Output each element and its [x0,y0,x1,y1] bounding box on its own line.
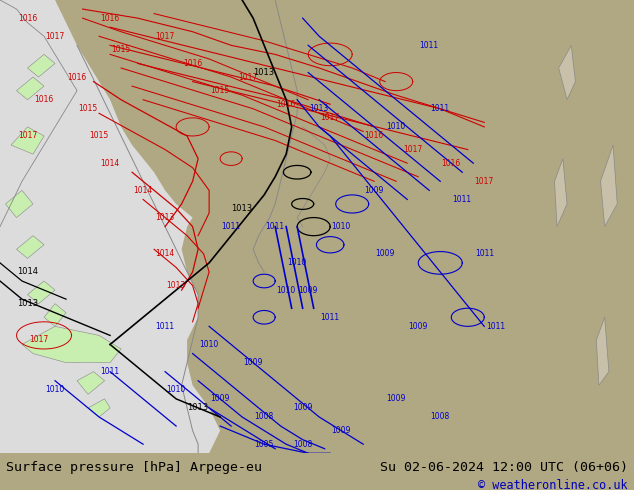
Text: 1017: 1017 [18,131,37,141]
Text: 1017: 1017 [321,113,340,122]
Polygon shape [559,46,576,100]
Text: 1008: 1008 [293,440,313,449]
Text: 1015: 1015 [112,46,131,54]
Text: 1014: 1014 [17,268,38,276]
Polygon shape [77,371,105,394]
Text: 1009: 1009 [243,358,263,367]
Text: 1011: 1011 [430,104,450,113]
Text: 1009: 1009 [387,394,406,403]
Text: 1016: 1016 [365,131,384,141]
Text: 1011: 1011 [266,222,285,231]
Text: 1013: 1013 [231,204,253,213]
Polygon shape [11,127,44,154]
Polygon shape [0,0,220,453]
Text: 1016: 1016 [18,14,37,23]
Text: 1011: 1011 [101,367,120,376]
Text: 1016: 1016 [183,59,202,68]
Text: 1017: 1017 [29,336,48,344]
Text: 1009: 1009 [299,286,318,294]
Text: 1010: 1010 [276,286,296,294]
Text: 1010: 1010 [332,222,351,231]
Text: 1016: 1016 [100,14,120,23]
Text: 1010: 1010 [387,122,406,131]
Text: 1009: 1009 [293,403,313,413]
Polygon shape [27,281,55,304]
Text: 1008: 1008 [254,413,274,421]
Text: 1016: 1016 [34,95,54,104]
Text: 1013: 1013 [309,104,329,113]
Polygon shape [66,340,94,363]
Text: Surface pressure [hPa] Arpege-eu: Surface pressure [hPa] Arpege-eu [6,462,262,474]
Text: 1009: 1009 [210,394,230,403]
Polygon shape [600,145,618,226]
Polygon shape [6,190,33,218]
Text: 1011: 1011 [486,322,505,331]
Text: 1009: 1009 [375,249,395,258]
Text: 1013: 1013 [167,281,186,290]
Text: 1016: 1016 [67,73,87,81]
Text: 1010: 1010 [200,340,219,349]
Polygon shape [16,236,44,258]
Text: 1009: 1009 [365,186,384,195]
Polygon shape [44,304,66,326]
Polygon shape [555,159,567,226]
Text: 1014: 1014 [100,159,120,168]
Text: 1009: 1009 [408,322,428,331]
Text: 1005: 1005 [254,440,274,449]
Text: 1016: 1016 [276,100,296,109]
Polygon shape [597,318,609,385]
Text: 1008: 1008 [430,413,450,421]
Text: 1009: 1009 [332,426,351,435]
Polygon shape [88,399,110,417]
Text: 1017: 1017 [46,32,65,41]
Text: 1017: 1017 [403,145,422,154]
Text: 1014: 1014 [155,249,175,258]
Text: 1015: 1015 [89,131,108,141]
Polygon shape [16,77,44,100]
Text: © weatheronline.co.uk: © weatheronline.co.uk [478,479,628,490]
Text: 1011: 1011 [420,41,439,50]
Text: 1010: 1010 [46,385,65,394]
Text: 1015: 1015 [210,86,230,95]
Text: 1010: 1010 [167,385,186,394]
Text: 1013: 1013 [188,403,209,413]
Text: 1013: 1013 [254,68,275,77]
Text: 1016: 1016 [442,159,461,168]
Text: 1015: 1015 [79,104,98,113]
Text: 1011: 1011 [321,313,340,322]
Text: 1017: 1017 [475,177,494,186]
Text: 1013: 1013 [155,213,175,222]
Text: 1011: 1011 [155,322,174,331]
Text: 1011: 1011 [453,195,472,204]
Text: 1011: 1011 [475,249,494,258]
Text: 1010: 1010 [288,258,307,268]
Text: Su 02-06-2024 12:00 UTC (06+06): Su 02-06-2024 12:00 UTC (06+06) [380,462,628,474]
Text: 1017: 1017 [238,73,257,81]
Polygon shape [22,326,121,363]
Polygon shape [27,54,55,77]
Text: 1014: 1014 [133,186,153,195]
Text: 1017: 1017 [155,32,175,41]
Text: 1013: 1013 [17,299,38,308]
Text: 1011: 1011 [221,222,241,231]
